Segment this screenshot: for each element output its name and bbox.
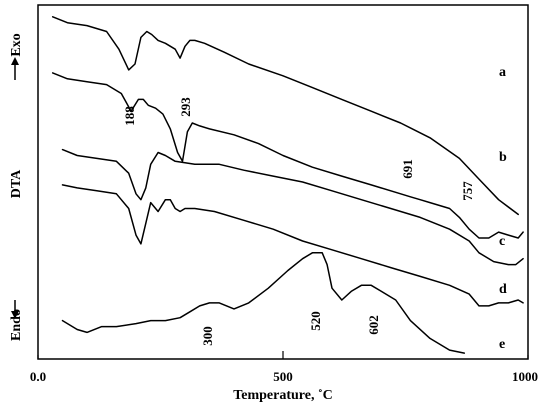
curve-c — [61, 148, 524, 266]
curve-e — [61, 252, 466, 354]
curve-label-c: c — [499, 234, 505, 249]
curve-label-a: a — [499, 65, 506, 80]
annotation-602: 602 — [366, 315, 381, 335]
exo-arrow-icon — [11, 57, 19, 80]
annotation-300: 300 — [200, 326, 215, 346]
y-axis-title: DTA — [9, 169, 24, 198]
annotation-520: 520 — [308, 311, 323, 331]
curve-a — [51, 16, 519, 216]
annotation-757: 757 — [460, 181, 475, 201]
series-group — [51, 16, 524, 354]
endo-label: Endo — [9, 309, 24, 341]
curve-label-b: b — [499, 150, 507, 165]
annotation-188: 188 — [122, 106, 137, 126]
curve-b — [51, 72, 524, 239]
annotation-691: 691 — [400, 159, 415, 179]
x-tick-label-1000: 1000 — [512, 369, 538, 384]
x-axis-title: Temperature, ˚C — [233, 388, 333, 403]
x-tick-label-0: 0.0 — [30, 369, 46, 384]
annotation-293: 293 — [178, 97, 193, 117]
exo-label: Exo — [9, 33, 24, 56]
x-tick-label-500: 500 — [273, 369, 293, 384]
plot-frame — [37, 4, 529, 360]
curve-label-d: d — [499, 282, 507, 297]
curve-label-e: e — [499, 337, 505, 352]
curve-d — [61, 184, 524, 307]
endo-arrow-icon — [11, 300, 19, 319]
